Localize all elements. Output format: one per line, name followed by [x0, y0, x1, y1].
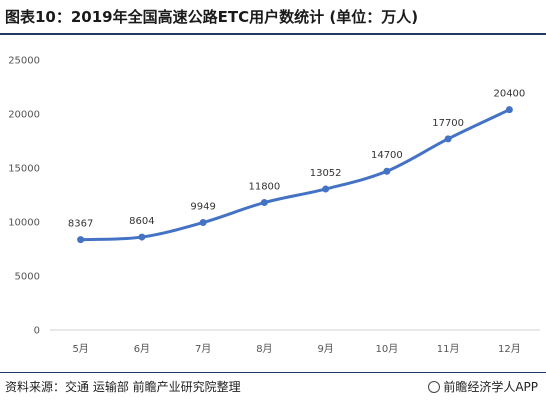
- data-label: 8367: [68, 219, 93, 230]
- data-label: 13052: [310, 168, 342, 179]
- brand-credit: 前瞻经济学人APP: [428, 378, 538, 395]
- data-point: [322, 185, 330, 193]
- y-axis-ticks: 0 5000 10000 15000 20000 25000: [8, 56, 40, 337]
- data-point: [505, 106, 513, 114]
- data-label: 11800: [248, 182, 280, 193]
- data-point: [383, 167, 391, 175]
- data-labels: 8367 8604 9949 11800 13052 14700 17700 20400: [68, 89, 525, 230]
- source-note: 资料来源：交通 运输部 前瞻产业研究院整理: [5, 380, 241, 394]
- footer-divider: [0, 372, 546, 373]
- data-label: 17700: [432, 118, 464, 129]
- title-divider: [0, 33, 546, 35]
- data-point: [138, 233, 146, 241]
- x-tick-label: 7月: [195, 343, 211, 355]
- y-tick-label: 0: [34, 326, 40, 337]
- x-tick-label: 8月: [256, 343, 272, 355]
- x-axis-ticks: 5月 6月 7月 8月 9月 10月 11月 12月: [72, 343, 520, 355]
- y-tick-label: 15000: [8, 164, 40, 175]
- y-tick-label: 10000: [8, 218, 40, 229]
- data-point: [444, 135, 452, 143]
- data-point: [199, 219, 207, 227]
- chart-title: 图表10：2019年全国高速公路ETC用户数统计 (单位：万人): [5, 8, 419, 26]
- x-tick-label: 11月: [437, 343, 460, 355]
- data-label: 14700: [371, 150, 403, 161]
- brand-text: 前瞻经济学人APP: [443, 380, 538, 394]
- y-tick-label: 25000: [8, 56, 40, 67]
- data-label: 8604: [129, 216, 154, 227]
- line-chart: 0 5000 10000 15000 20000 25000 5月 6月 7月 8月 9月 10月 1…: [8, 56, 540, 355]
- data-label: 20400: [493, 89, 525, 100]
- x-tick-label: 10月: [376, 343, 399, 355]
- x-tick-label: 6月: [134, 343, 150, 355]
- data-point: [77, 236, 85, 244]
- y-tick-label: 20000: [8, 110, 40, 121]
- brand-logo-icon: [428, 381, 441, 393]
- x-tick-label: 9月: [317, 343, 333, 355]
- data-point: [260, 199, 268, 207]
- data-label: 9949: [190, 202, 215, 213]
- x-tick-label: 12月: [498, 343, 521, 355]
- x-tick-label: 5月: [72, 343, 88, 355]
- data-points: [77, 106, 513, 244]
- y-tick-label: 5000: [15, 272, 40, 283]
